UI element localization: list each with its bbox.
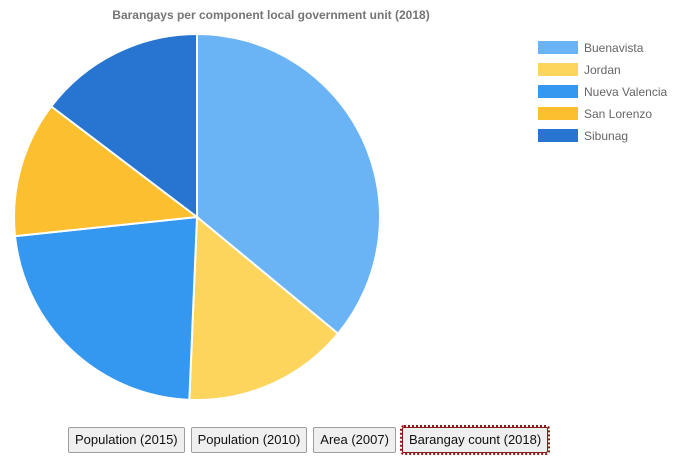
chart-container: Barangays per component local government… bbox=[13, 8, 667, 401]
pie-chart: Barangays per component local government… bbox=[13, 8, 667, 401]
pie-slice-san-lorenzo[interactable] bbox=[13, 104, 200, 238]
pie-slice-jordan[interactable] bbox=[188, 214, 340, 401]
legend-swatch[interactable] bbox=[538, 85, 578, 98]
pie-slice-buenavista[interactable] bbox=[196, 32, 381, 336]
tab-barangay-count-2018[interactable]: Barangay count (2018) bbox=[399, 425, 551, 455]
legend-label[interactable]: San Lorenzo bbox=[584, 107, 652, 121]
legend-label[interactable]: Jordan bbox=[584, 63, 621, 77]
pie-slice-sibunag[interactable] bbox=[49, 32, 198, 220]
legend-swatch[interactable] bbox=[538, 63, 578, 76]
tab-population-2010[interactable]: Population (2010) bbox=[190, 427, 308, 453]
tab-population-2015[interactable]: Population (2015) bbox=[68, 427, 185, 453]
legend: Buenavista Jordan Nueva Valencia San Lorenz… bbox=[538, 41, 667, 143]
legend-label[interactable]: Sibunag bbox=[584, 129, 628, 143]
chart-title: Barangays per component local government… bbox=[112, 8, 429, 22]
tab-area-2007[interactable]: Area (2007) bbox=[313, 427, 396, 453]
metric-tab-bar: Population (2015) Population (2010) Area (… bbox=[68, 425, 551, 455]
pie-slice-nueva-valencia[interactable] bbox=[13, 215, 199, 401]
pie-slices bbox=[13, 32, 381, 401]
legend-swatch[interactable] bbox=[538, 129, 578, 142]
legend-swatch[interactable] bbox=[538, 107, 578, 120]
legend-label[interactable]: Nueva Valencia bbox=[584, 85, 667, 99]
legend-label[interactable]: Buenavista bbox=[584, 41, 644, 55]
legend-swatch[interactable] bbox=[538, 41, 578, 54]
